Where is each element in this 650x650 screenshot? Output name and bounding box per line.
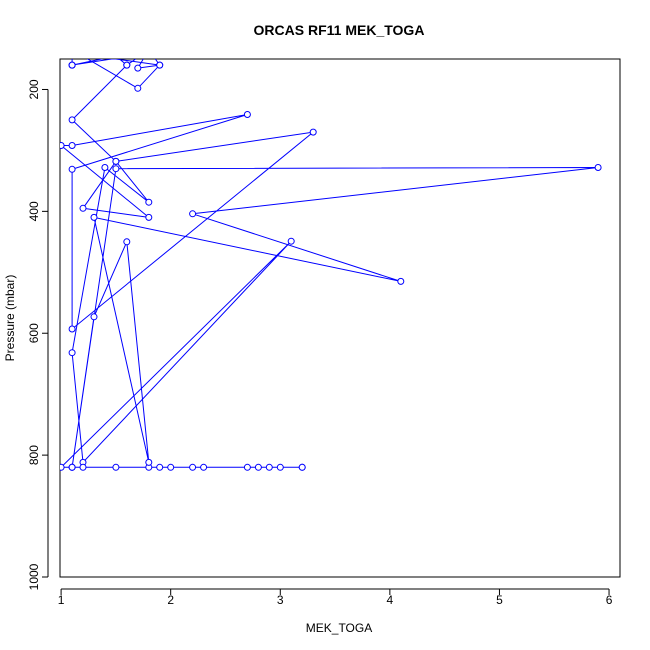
- data-point: [168, 50, 174, 56]
- data-point: [397, 277, 405, 285]
- data-point: [146, 47, 152, 53]
- data-point: [69, 50, 75, 56]
- data-point: [90, 213, 98, 221]
- data-point: [69, 47, 75, 53]
- data-point: [134, 64, 142, 72]
- data-point: [68, 325, 76, 333]
- data-point: [60, 142, 65, 149]
- data-point: [156, 61, 164, 69]
- series-line-group: [60, 59, 599, 468]
- series-line: [60, 59, 599, 468]
- data-point: [68, 349, 76, 357]
- data-point: [60, 463, 65, 471]
- series-point-group: [60, 47, 602, 471]
- y-tick-label: 200: [27, 79, 41, 99]
- data-point: [298, 463, 306, 471]
- x-tick-label: 5: [496, 593, 503, 607]
- x-tick-label: 4: [387, 593, 394, 607]
- y-tick-label: 400: [27, 201, 41, 221]
- plot-frame: [59, 58, 621, 578]
- data-point: [265, 463, 273, 471]
- data-point: [145, 458, 153, 466]
- data-point: [200, 463, 208, 471]
- data-point: [112, 463, 120, 471]
- data-point: [68, 142, 76, 149]
- y-tick-label: 800: [27, 445, 41, 465]
- data-point: [145, 198, 153, 206]
- data-point: [594, 164, 602, 171]
- data-point: [79, 204, 87, 212]
- data-point: [123, 61, 131, 69]
- data-point: [90, 313, 98, 321]
- data-point: [145, 213, 153, 221]
- y-axis-label: Pressure (mbar): [3, 275, 17, 362]
- x-tick-label: 2: [167, 593, 174, 607]
- data-point: [112, 157, 120, 165]
- data-point: [113, 50, 119, 56]
- data-point: [243, 111, 251, 118]
- data-point: [146, 47, 152, 53]
- data-point: [69, 50, 75, 56]
- data-point: [167, 463, 175, 471]
- y-tick-label: 1000: [27, 563, 41, 590]
- x-tick-label: 6: [606, 593, 613, 607]
- data-point: [112, 165, 120, 173]
- data-point: [79, 463, 87, 471]
- data-point: [123, 238, 131, 246]
- x-axis-label: MEK_TOGA: [306, 621, 372, 635]
- data-point: [189, 210, 197, 218]
- data-point: [68, 61, 76, 69]
- y-axis: 200 400 600 800 1000: [27, 79, 49, 590]
- x-tick-label: 1: [58, 593, 65, 607]
- data-point: [254, 463, 262, 471]
- data-point: [276, 463, 284, 471]
- data-point: [114, 59, 118, 60]
- data-point: [68, 463, 76, 471]
- x-axis: 1 2 3 4 5 6: [58, 588, 613, 607]
- data-point: [287, 237, 295, 245]
- data-point: [168, 50, 174, 56]
- data-point: [68, 116, 76, 124]
- x-tick-label: 3: [277, 593, 284, 607]
- data-point: [91, 50, 97, 56]
- data-point: [101, 164, 109, 171]
- data-point: [156, 463, 164, 471]
- data-point: [114, 59, 118, 60]
- data-point: [68, 165, 76, 173]
- data-point: [134, 84, 142, 92]
- data-point: [168, 47, 174, 53]
- chart-title: ORCAS RF11 MEK_TOGA: [254, 22, 425, 38]
- y-tick-label: 600: [27, 323, 41, 343]
- data-point: [189, 463, 197, 471]
- data-point: [243, 463, 251, 471]
- data-point: [146, 47, 152, 53]
- data-point: [309, 128, 317, 136]
